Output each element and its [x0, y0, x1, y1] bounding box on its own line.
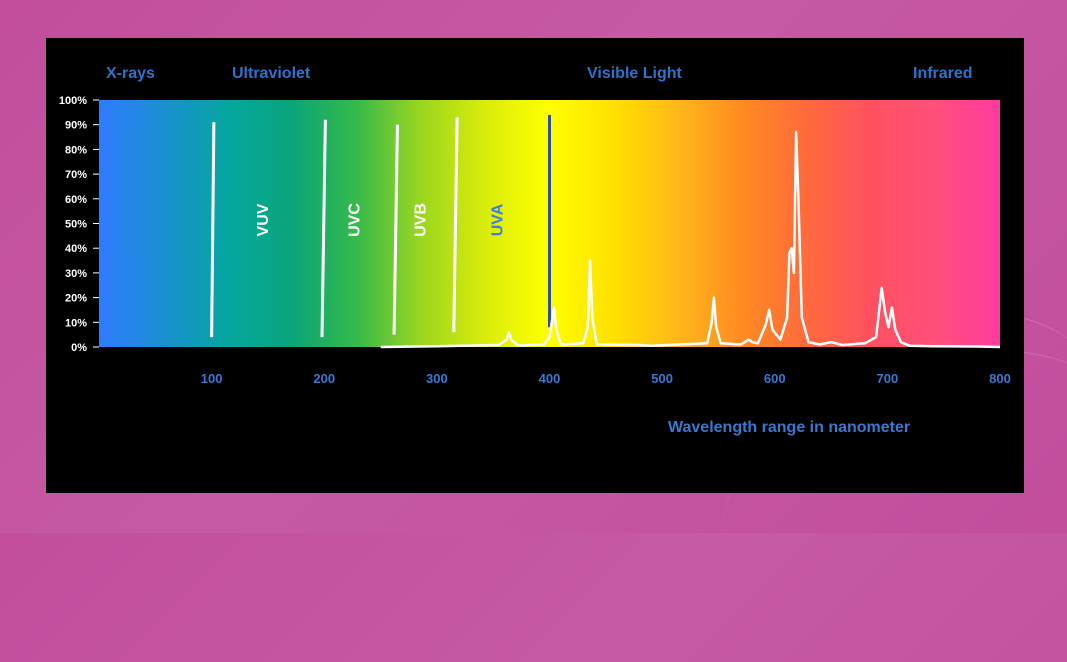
x-tick-label: 700 — [877, 371, 899, 386]
x-tick-label: 300 — [426, 371, 448, 386]
band-divider-line — [320, 119, 327, 338]
spectrum-chart: X-rays Ultraviolet Visible Light Infrared 0… — [59, 65, 1011, 436]
chart-panel: X-rays Ultraviolet Visible Light Infrared 0… — [46, 38, 1024, 493]
y-tick-label: 0% — [71, 342, 87, 354]
y-tick-label: 50% — [65, 219, 87, 231]
x-tick-label: 600 — [764, 371, 786, 386]
y-tick-label: 90% — [65, 120, 87, 132]
band-label: VUV — [255, 203, 272, 236]
emission-spectrum-line — [380, 130, 1001, 349]
y-tick-label: 20% — [65, 293, 87, 305]
region-label: X-rays — [106, 65, 155, 82]
band-divider-line — [210, 122, 216, 338]
band-label: UVB — [413, 203, 430, 237]
region-label: Visible Light — [587, 65, 683, 82]
x-tick-label: 500 — [651, 371, 673, 386]
region-label: Ultraviolet — [232, 65, 311, 82]
x-axis-label: Wavelength range in nanometer — [668, 419, 910, 436]
y-tick-label: 40% — [65, 243, 87, 255]
x-tick-label: 200 — [313, 371, 335, 386]
band-divider-line — [452, 117, 459, 333]
band-label: UVA — [489, 203, 506, 236]
x-tick-label: 100 — [201, 371, 223, 386]
band-divider-line — [392, 124, 399, 335]
y-tick-label: 30% — [65, 268, 87, 280]
band-label: UVC — [347, 203, 364, 237]
y-tick-label: 60% — [65, 194, 87, 206]
x-tick-label: 400 — [539, 371, 561, 386]
y-tick-label: 10% — [65, 317, 87, 329]
y-tick-label: 70% — [65, 169, 87, 181]
y-tick-label: 80% — [65, 144, 87, 156]
y-tick-label: 100% — [59, 95, 87, 107]
region-label: Infrared — [913, 65, 973, 82]
x-tick-label: 800 — [989, 371, 1011, 386]
